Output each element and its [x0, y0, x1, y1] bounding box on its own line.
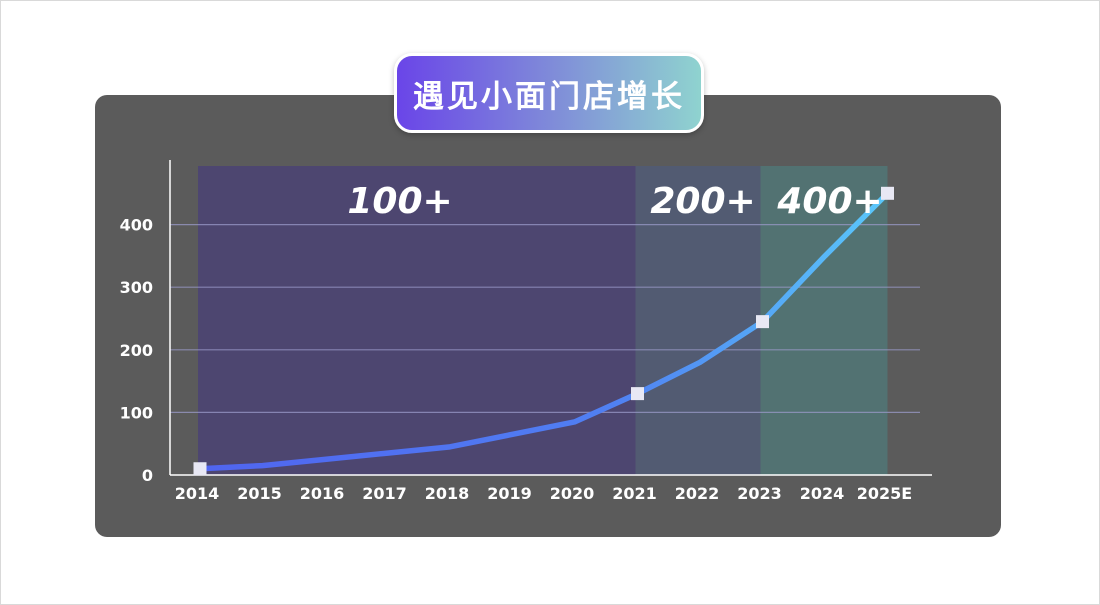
x-tick-label-2024: 2024 [800, 484, 845, 503]
x-tick-label-2023: 2023 [737, 484, 782, 503]
band-label-2: 200+ [650, 181, 755, 222]
x-tick-label-2017: 2017 [362, 484, 407, 503]
x-tick-label-2021: 2021 [612, 484, 657, 503]
x-tick-label-2015: 2015 [237, 484, 282, 503]
y-tick-label-300: 300 [120, 278, 153, 297]
label-layer: 100+ 200+ 400+ 0 100 200 300 400 2014 2015 2016 201… [120, 181, 913, 503]
point-marker-2014 [193, 462, 207, 476]
x-tick-label-2019: 2019 [487, 484, 532, 503]
y-tick-label-200: 200 [120, 341, 153, 360]
point-marker-2021 [631, 387, 644, 401]
point-marker-2025E [881, 186, 894, 200]
marker-layer [193, 186, 894, 476]
y-tick-label-100: 100 [120, 403, 153, 422]
x-tick-label-2020: 2020 [550, 484, 595, 503]
chart-title: 遇见小面门店增长 [394, 53, 704, 133]
x-tick-label-2016: 2016 [300, 484, 345, 503]
band-label-3: 400+ [776, 181, 882, 222]
x-tick-label-2018: 2018 [425, 484, 470, 503]
grid-layer [170, 224, 920, 413]
series-line [197, 190, 891, 472]
band-2 [635, 166, 763, 475]
line-layer [197, 190, 891, 472]
y-tick-label-0: 0 [142, 466, 153, 485]
y-tick-label-400: 400 [120, 216, 153, 235]
x-tick-label-2022: 2022 [675, 484, 720, 503]
x-tick-label-2025E: 2025E [857, 484, 912, 503]
point-marker-2023 [756, 315, 769, 329]
band-label-1: 100+ [347, 181, 452, 222]
axis-layer [169, 160, 932, 476]
x-tick-label-2014: 2014 [175, 484, 220, 503]
